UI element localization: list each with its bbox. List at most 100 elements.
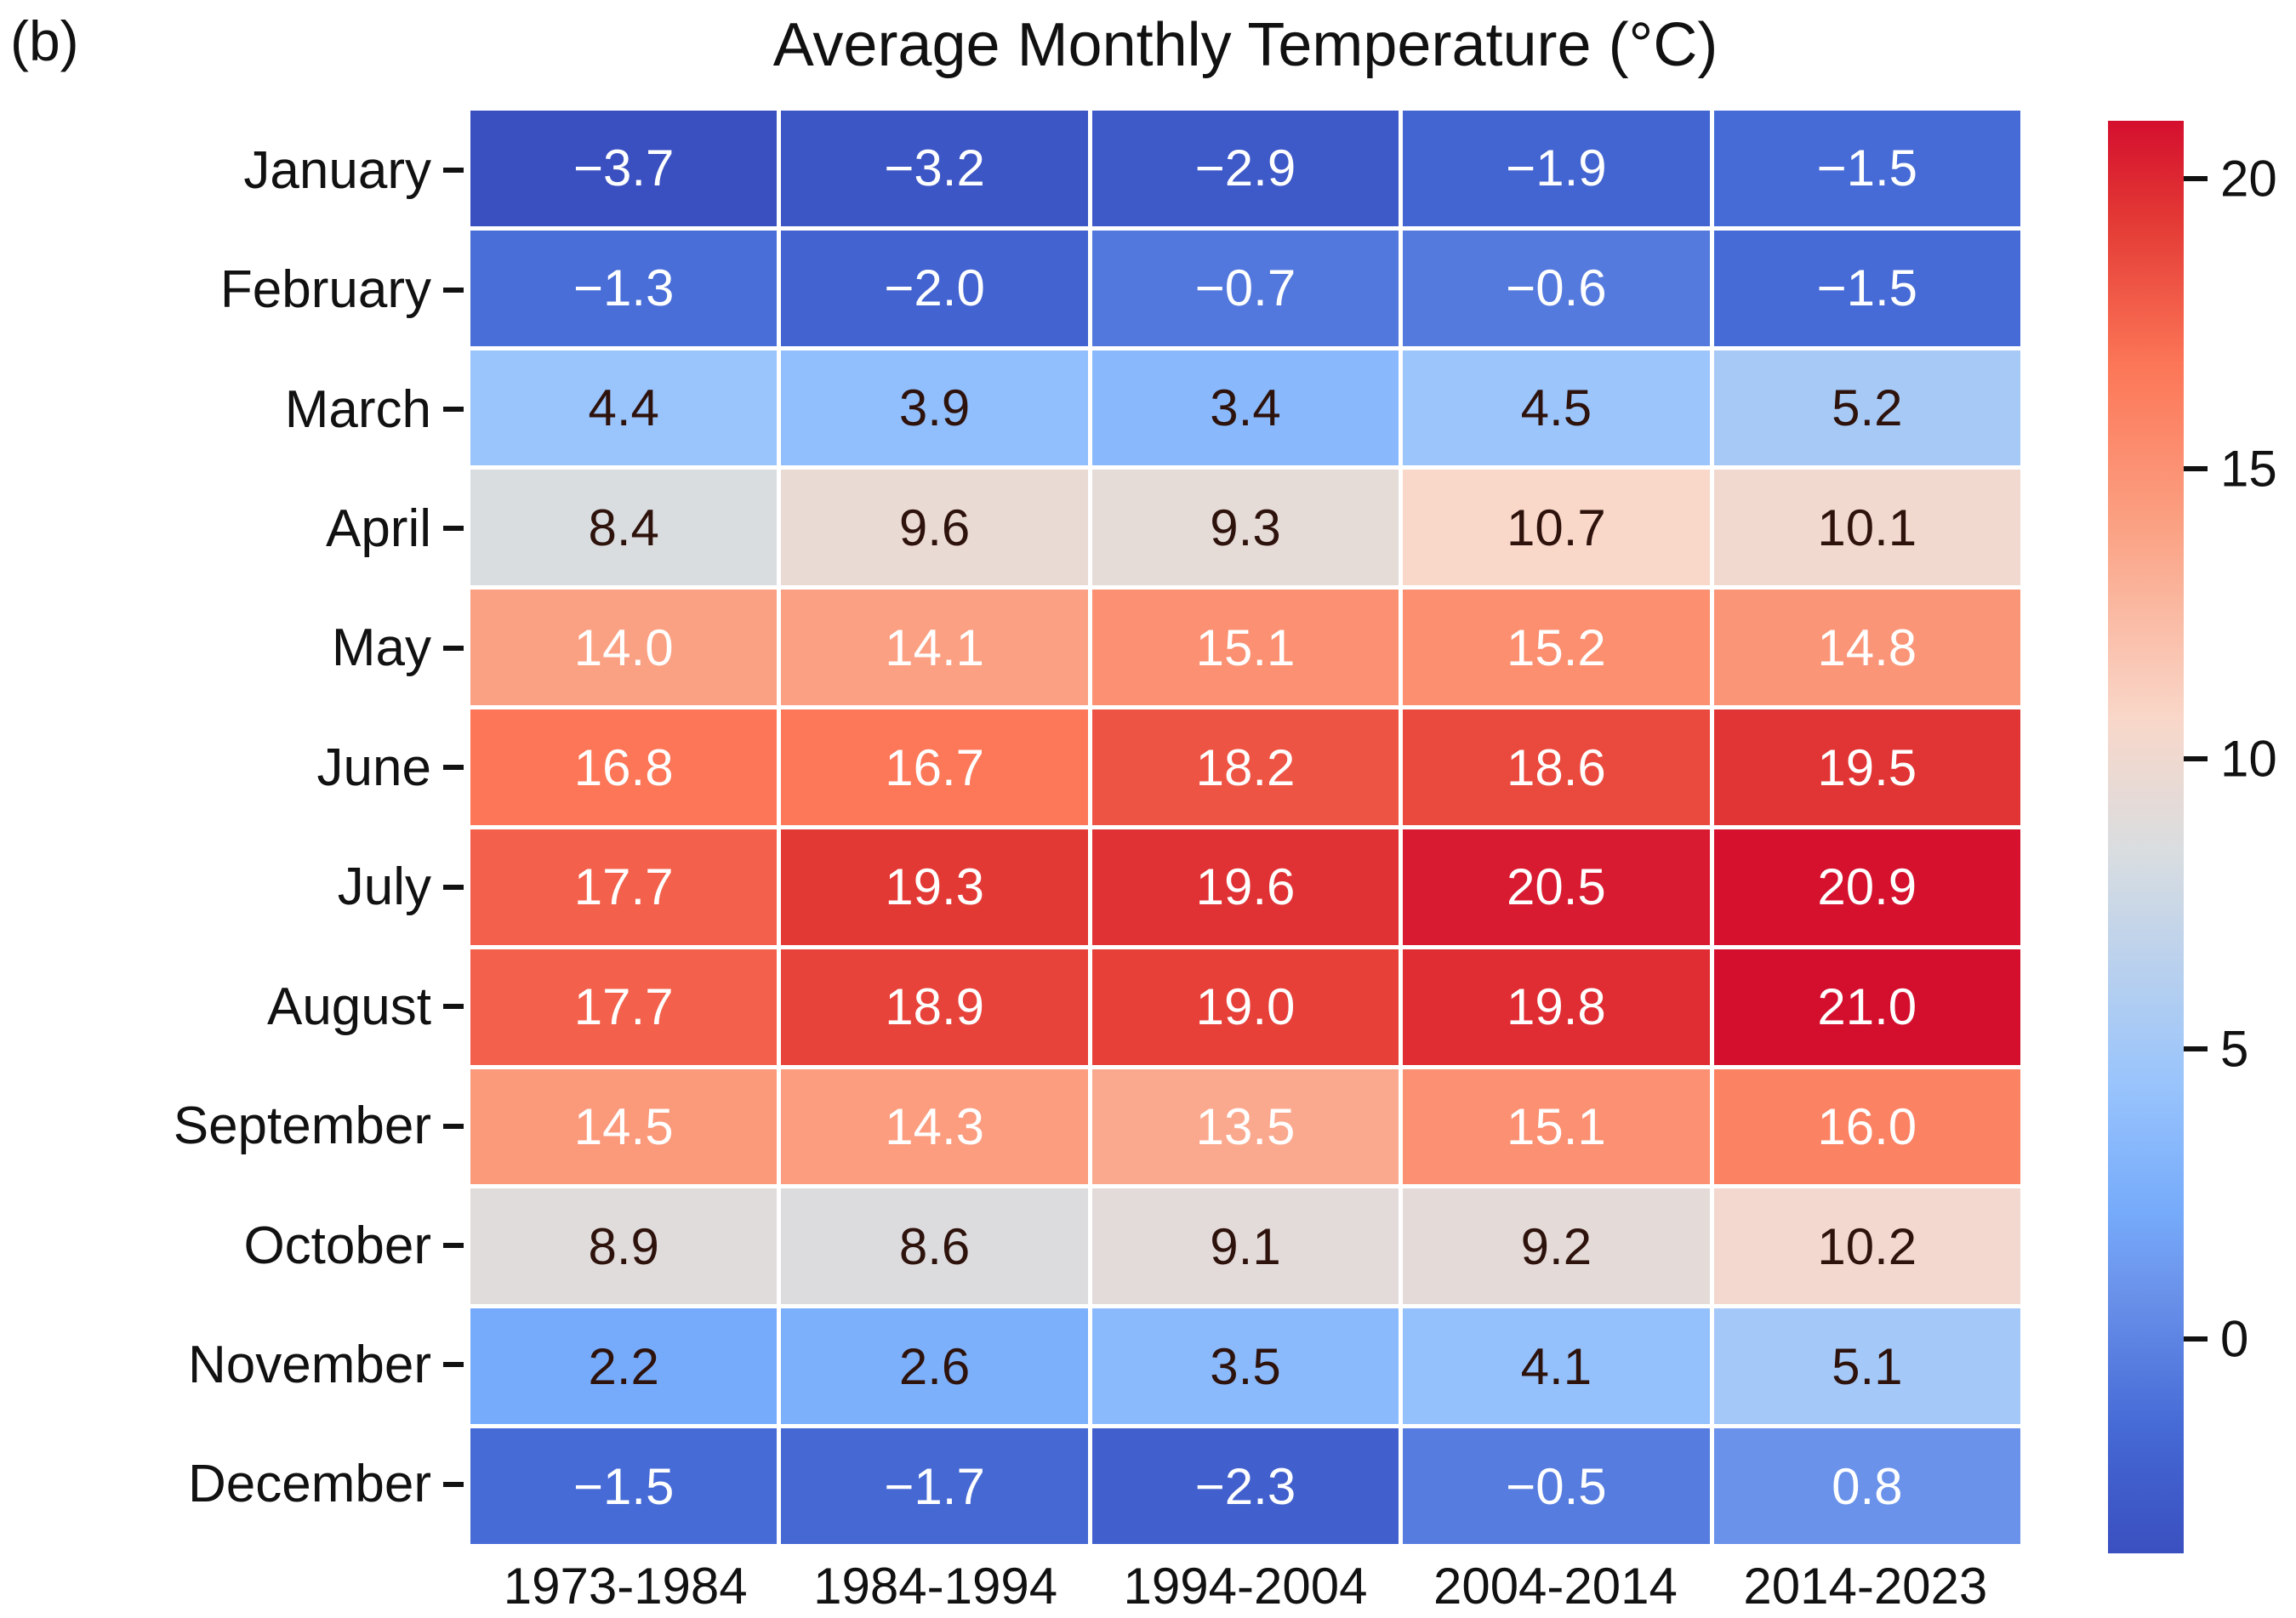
y-tick-label: August [0,947,465,1066]
chart-title: Average Monthly Temperature (°C) [772,11,1718,79]
heatmap-cell: −0.7 [1091,230,1399,346]
heatmap-cell: 20.5 [1403,829,1710,945]
y-tick-label: December [0,1425,465,1544]
heatmap-cell: 14.3 [781,1068,1088,1185]
month-label-text: October [243,1216,431,1275]
heatmap-cell: 9.1 [1091,1188,1399,1305]
y-tick-mark [443,1004,464,1010]
heatmap-cell: 15.1 [1091,590,1399,706]
heatmap-cell: 0.8 [1713,1428,2020,1544]
heatmap-cell: 19.0 [1091,949,1399,1065]
x-tick-label: 1984-1994 [813,1558,1058,1615]
heatmap-cell: −1.5 [470,1428,778,1544]
x-tick-label: 1973-1984 [503,1558,748,1615]
month-label-text: February [219,260,431,320]
heatmap-cell: −1.5 [1713,230,2020,346]
heatmap-cell: 8.4 [470,470,778,586]
heatmap-cell: −1.7 [781,1428,1088,1544]
colorbar-tick-label: 0 [2220,1310,2249,1368]
heatmap-cell: 15.1 [1403,1068,1710,1185]
colorbar-tick-mark [2184,1336,2208,1342]
heatmap-cell: 4.1 [1403,1308,1710,1425]
x-tick-label: 2004-2014 [1433,1558,1678,1615]
month-label-text: May [331,618,431,678]
colorbar-tick-mark [2184,466,2208,472]
y-tick-mark [443,287,464,293]
colorbar-tick-label: 20 [2220,150,2277,208]
heatmap-cell: 14.0 [470,590,778,706]
heatmap-cell: 5.1 [1713,1308,2020,1425]
heatmap-cell: 16.0 [1713,1068,2020,1185]
month-label-text: September [173,1097,431,1156]
month-label-text: April [325,499,431,558]
heatmap-cell: 14.1 [781,590,1088,706]
heatmap-cell: −0.5 [1403,1428,1710,1544]
heatmap-cell: 21.0 [1713,949,2020,1065]
heatmap-cell: 19.6 [1091,829,1399,945]
heatmap-cell: 9.3 [1091,470,1399,586]
colorbar-tick-mark [2184,1045,2208,1051]
heatmap-cell: −1.5 [1713,111,2020,226]
y-tick-label: July [0,828,465,947]
y-tick-label: October [0,1186,465,1305]
heatmap-cell: 10.2 [1713,1188,2020,1305]
x-axis-labels: 1973-1984 1984-1994 1994-2004 2004-2014 2014… [470,1557,2020,1615]
heatmap-cell: 13.5 [1091,1068,1399,1185]
month-label-text: December [188,1455,431,1514]
x-tick-label: 1994-2004 [1123,1558,1368,1615]
y-tick-mark [443,645,464,651]
colorbar-gradient [2108,121,2184,1553]
month-label-text: March [284,379,431,439]
y-tick-mark [443,168,464,174]
heatmap-cell: 20.9 [1713,829,2020,945]
heatmap-cell: 8.6 [781,1188,1088,1305]
heatmap-cell: 10.7 [1403,470,1710,586]
y-tick-label: May [0,589,465,708]
heatmap-cell: 17.7 [470,949,778,1065]
heatmap-cell: 19.3 [781,829,1088,945]
heatmap-cell: 9.6 [781,470,1088,586]
y-tick-label: January [0,111,465,230]
y-tick-mark [443,407,464,413]
y-tick-label: March [0,350,465,469]
heatmap-cell: 3.4 [1091,350,1399,466]
y-tick-label: June [0,708,465,827]
heatmap-cell: 19.5 [1713,709,2020,825]
heatmap-cell: 18.2 [1091,709,1399,825]
y-tick-mark [443,884,464,890]
colorbar-tick-label: 10 [2220,730,2277,788]
heatmap-cell: 16.8 [470,709,778,825]
colorbar-tick-mark [2184,176,2208,182]
month-label-text: August [266,977,431,1036]
heatmap-cell: −2.9 [1091,111,1399,226]
heatmap-cell: 2.2 [470,1308,778,1425]
heatmap-grid: −3.7 −3.2 −2.9 −1.9 −1.5 −1.3 −2.0 −0.7 −0.6 −1.5… [470,111,2020,1544]
month-label-text: November [188,1335,431,1394]
heatmap-cell: 16.7 [781,709,1088,825]
heatmap-cell: 5.2 [1713,350,2020,466]
y-tick-label: February [0,230,465,349]
x-tick-label: 2014-2023 [1743,1558,1988,1615]
y-tick-mark [443,1243,464,1248]
heatmap-cell: 14.5 [470,1068,778,1185]
heatmap-cell: 15.2 [1403,590,1710,706]
heatmap-cell: −1.9 [1403,111,1710,226]
heatmap-cell: 3.9 [781,350,1088,466]
month-label-text: June [316,738,431,797]
heatmap-cell: 4.4 [470,350,778,466]
heatmap-cell: 10.1 [1713,470,2020,586]
month-label-text: January [243,140,431,200]
heatmap-cell: −2.0 [781,230,1088,346]
month-label-text: July [337,857,431,917]
heatmap-cell: 18.6 [1403,709,1710,825]
heatmap-cell: 9.2 [1403,1188,1710,1305]
heatmap-cell: 18.9 [781,949,1088,1065]
heatmap-cell: −3.7 [470,111,778,226]
colorbar: 20 15 10 5 0 [2108,121,2296,1553]
y-tick-mark [443,526,464,532]
heatmap-cell: 8.9 [470,1188,778,1305]
y-tick-mark [443,1123,464,1129]
heatmap-cell: −0.6 [1403,230,1710,346]
panel-label: (b) [10,9,79,72]
